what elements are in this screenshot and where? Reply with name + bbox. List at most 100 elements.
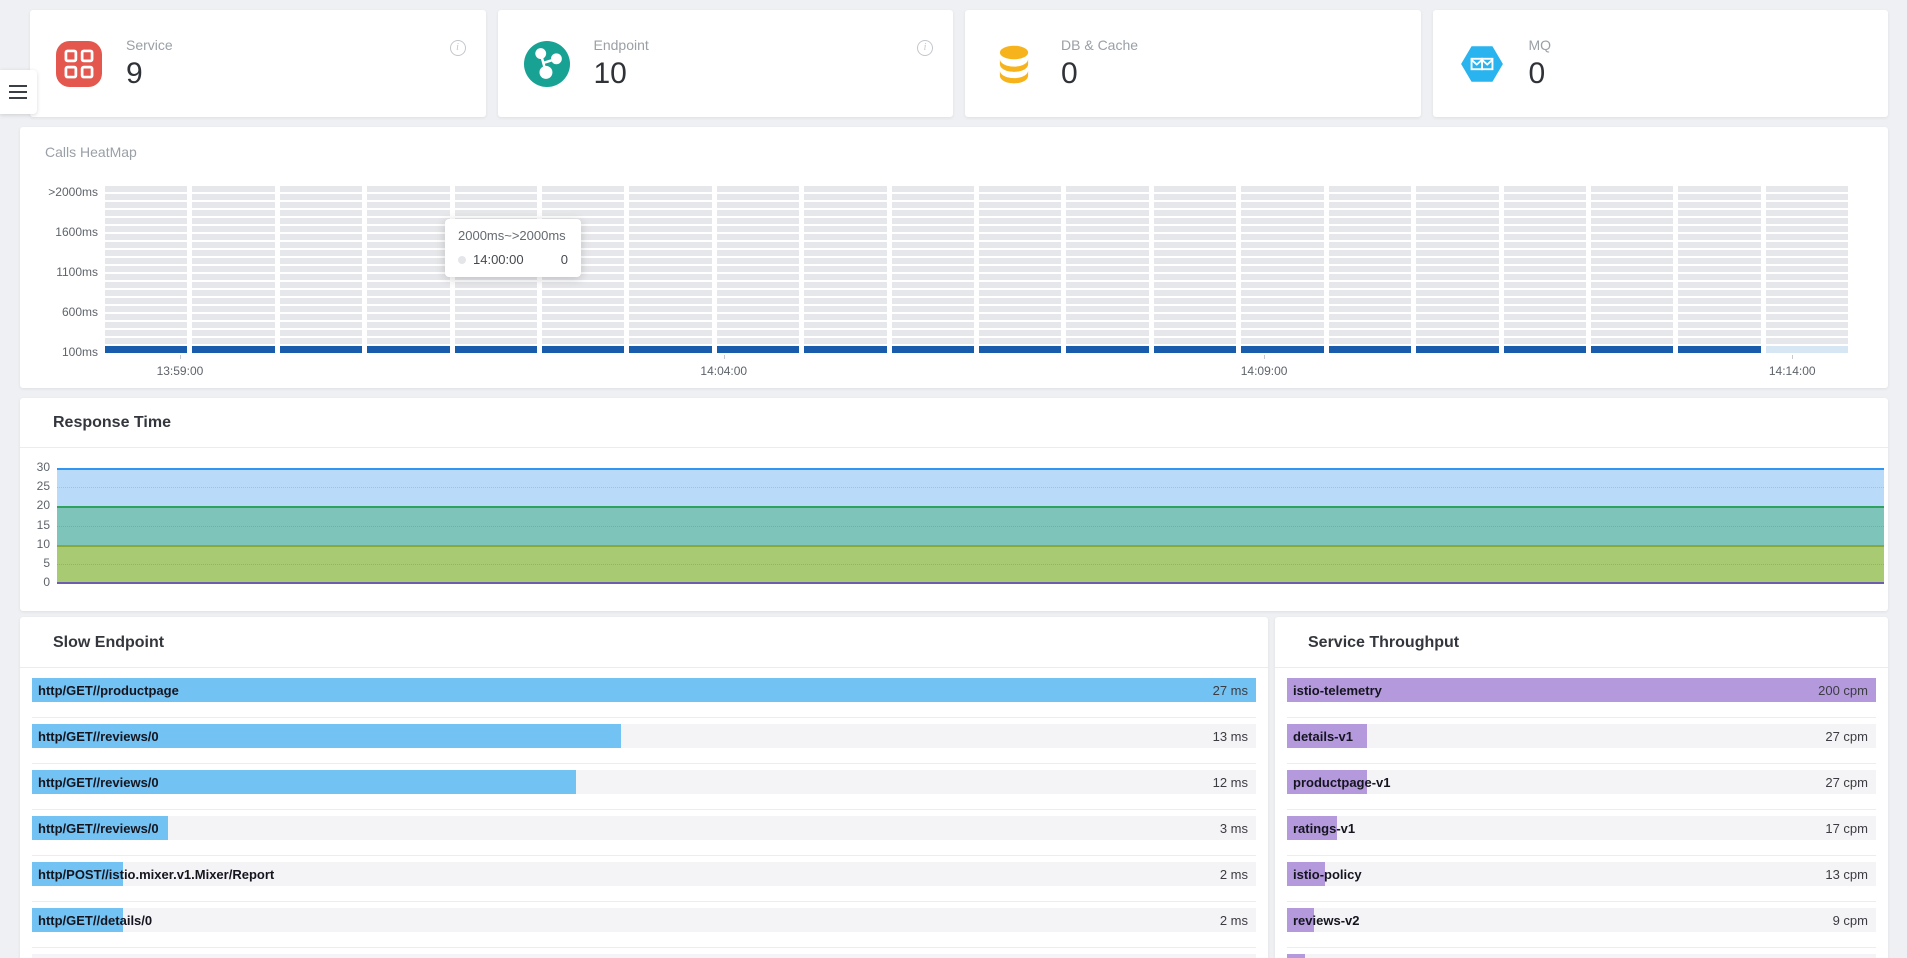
heatmap-cell[interactable]	[1416, 322, 1498, 328]
heatmap-cell[interactable]	[1329, 290, 1411, 296]
heatmap-cell[interactable]	[1766, 258, 1848, 264]
heatmap-cell[interactable]	[717, 218, 799, 224]
heatmap-cell[interactable]	[629, 218, 711, 224]
heatmap-cell[interactable]	[717, 250, 799, 256]
heatmap-cell[interactable]	[1591, 194, 1673, 200]
heatmap-cell[interactable]	[1766, 266, 1848, 272]
heatmap-cell[interactable]	[105, 242, 187, 248]
heatmap-cell[interactable]	[542, 202, 624, 208]
heatmap-cell[interactable]	[892, 266, 974, 272]
heatmap-cell[interactable]	[1591, 282, 1673, 288]
heatmap-cell[interactable]	[1678, 322, 1760, 328]
heatmap-cell[interactable]	[1504, 338, 1586, 344]
heatmap-cell[interactable]	[717, 290, 799, 296]
heatmap-cell[interactable]	[455, 338, 537, 344]
heatmap-cell[interactable]	[367, 282, 449, 288]
heatmap-cell[interactable]	[367, 242, 449, 248]
heatmap-cell[interactable]	[1066, 314, 1148, 320]
heatmap-cell[interactable]	[1591, 290, 1673, 296]
heatmap-cell[interactable]	[542, 194, 624, 200]
heatmap-cell[interactable]	[892, 282, 974, 288]
heatmap-cell[interactable]	[1504, 194, 1586, 200]
heatmap-cell[interactable]	[105, 306, 187, 312]
heatmap-cell[interactable]	[1504, 306, 1586, 312]
heatmap-cell[interactable]	[1504, 330, 1586, 336]
heatmap-cell[interactable]	[1416, 258, 1498, 264]
heatmap-cell[interactable]	[804, 194, 886, 200]
service-throughput-bar-row[interactable]: reviews-v29 cpm	[1287, 908, 1876, 932]
heatmap-cell[interactable]	[629, 330, 711, 336]
service-throughput-bar-row[interactable]: productpage-v127 cpm	[1287, 770, 1876, 794]
heatmap-cell[interactable]	[804, 290, 886, 296]
heatmap-cell[interactable]	[1154, 266, 1236, 272]
heatmap-cell[interactable]	[280, 226, 362, 232]
heatmap-cell[interactable]	[979, 322, 1061, 328]
heatmap-cell[interactable]	[1766, 210, 1848, 216]
heatmap-cell[interactable]	[1678, 346, 1760, 353]
heatmap-cell[interactable]	[1766, 274, 1848, 280]
heatmap-cell[interactable]	[1154, 274, 1236, 280]
heatmap-cell[interactable]	[1066, 274, 1148, 280]
heatmap-cell[interactable]	[1591, 338, 1673, 344]
heatmap-cell[interactable]	[1504, 298, 1586, 304]
heatmap-cell[interactable]	[1154, 306, 1236, 312]
slow-endpoint-bar-row[interactable]: http/GET//productpage27 ms	[32, 678, 1256, 702]
heatmap-cell[interactable]	[1154, 322, 1236, 328]
heatmap-cell[interactable]	[1678, 242, 1760, 248]
heatmap-cell[interactable]	[717, 298, 799, 304]
heatmap-cell[interactable]	[804, 258, 886, 264]
heatmap-cell[interactable]	[1766, 234, 1848, 240]
heatmap-cell[interactable]	[1591, 298, 1673, 304]
heatmap-cell[interactable]	[1241, 202, 1323, 208]
heatmap-cell[interactable]	[629, 202, 711, 208]
heatmap-cell[interactable]	[1504, 218, 1586, 224]
heatmap-cell[interactable]	[542, 314, 624, 320]
heatmap-cell[interactable]	[804, 314, 886, 320]
heatmap-cell[interactable]	[629, 290, 711, 296]
heatmap-cell[interactable]	[804, 218, 886, 224]
heatmap-cell[interactable]	[979, 242, 1061, 248]
heatmap-cell[interactable]	[1154, 250, 1236, 256]
heatmap-cell[interactable]	[1416, 186, 1498, 192]
heatmap-cell[interactable]	[1066, 210, 1148, 216]
heatmap-cell[interactable]	[1154, 298, 1236, 304]
heatmap-cell[interactable]	[1678, 218, 1760, 224]
heatmap-cell[interactable]	[1066, 234, 1148, 240]
heatmap-cell[interactable]	[1766, 282, 1848, 288]
heatmap-cell[interactable]	[367, 186, 449, 192]
heatmap-cell[interactable]	[367, 338, 449, 344]
heatmap-cell[interactable]	[804, 186, 886, 192]
heatmap-cell[interactable]	[1416, 234, 1498, 240]
heatmap-cell[interactable]	[804, 210, 886, 216]
heatmap-cell[interactable]	[455, 202, 537, 208]
heatmap-cell[interactable]	[1066, 226, 1148, 232]
heatmap-cell[interactable]	[1504, 242, 1586, 248]
heatmap-cell[interactable]	[105, 194, 187, 200]
heatmap-cell[interactable]	[1329, 346, 1411, 353]
heatmap-cell[interactable]	[1329, 210, 1411, 216]
heatmap-cell[interactable]	[717, 346, 799, 353]
heatmap-cell[interactable]	[629, 250, 711, 256]
heatmap-cell[interactable]	[542, 306, 624, 312]
heatmap-cell[interactable]	[1678, 298, 1760, 304]
heatmap-cell[interactable]	[280, 250, 362, 256]
heatmap-cell[interactable]	[892, 330, 974, 336]
heatmap-cell[interactable]	[1241, 306, 1323, 312]
heatmap-cell[interactable]	[1416, 314, 1498, 320]
heatmap-cell[interactable]	[1066, 250, 1148, 256]
heatmap-cell[interactable]	[979, 282, 1061, 288]
heatmap-cell[interactable]	[192, 330, 274, 336]
service-throughput-bar-row[interactable]: details-v127 cpm	[1287, 724, 1876, 748]
heatmap-cell[interactable]	[1766, 194, 1848, 200]
heatmap-cell[interactable]	[717, 282, 799, 288]
heatmap-cell[interactable]	[1591, 242, 1673, 248]
heatmap-cell[interactable]	[1241, 210, 1323, 216]
heatmap-cell[interactable]	[717, 226, 799, 232]
heatmap-cell[interactable]	[979, 266, 1061, 272]
heatmap-cell[interactable]	[1329, 298, 1411, 304]
heatmap-cell[interactable]	[629, 306, 711, 312]
heatmap-cell[interactable]	[892, 314, 974, 320]
heatmap-cell[interactable]	[804, 250, 886, 256]
heatmap-cell[interactable]	[804, 346, 886, 353]
heatmap-cell[interactable]	[542, 298, 624, 304]
